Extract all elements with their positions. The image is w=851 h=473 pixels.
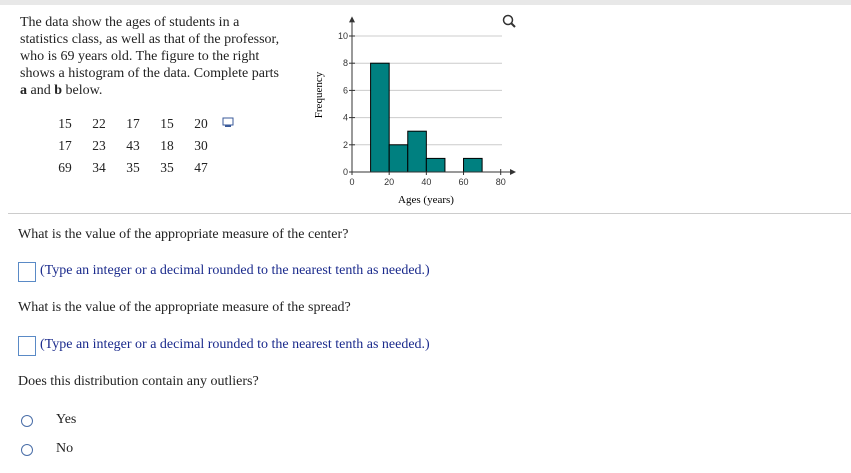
answer-input[interactable]	[18, 336, 36, 356]
bar	[388, 144, 409, 173]
histogram: Frequency Ages (years) 0 2 4 6 8 10 0 20 40 60 80	[313, 16, 516, 206]
x-tick-label: 80	[496, 177, 506, 187]
intro-bold: b	[54, 83, 63, 98]
bar	[370, 62, 390, 173]
copy-icon[interactable]	[222, 116, 236, 128]
x-tick-label: 20	[384, 177, 394, 187]
intro-text: below.	[62, 83, 103, 98]
radio-no[interactable]	[21, 444, 33, 456]
y-tick-label: 2	[343, 140, 348, 150]
table-cell: 17	[126, 116, 140, 131]
bar	[407, 130, 427, 173]
x-tick-label: 0	[349, 177, 354, 187]
table-row: 69 34 35 35 47	[48, 157, 218, 179]
table-cell: 15	[58, 116, 72, 131]
table-cell: 22	[92, 116, 106, 131]
table-cell: 30	[194, 138, 208, 153]
table-cell: 43	[126, 138, 140, 153]
table-row: 17 23 43 18 30	[48, 135, 218, 157]
table-cell: 69	[58, 160, 72, 175]
data-table: 15 22 17 15 20 17 23 43 18 30 69 34 35 35 47	[48, 113, 218, 179]
table-cell: 34	[92, 160, 106, 175]
zoom-icon[interactable]	[500, 13, 518, 29]
table-cell: 18	[160, 138, 174, 153]
table-cell: 20	[194, 116, 208, 131]
intro-text: The data show the ages of students in a …	[20, 15, 280, 81]
x-tick-label: 60	[459, 177, 469, 187]
question: What is the value of the appropriate mea…	[18, 300, 351, 315]
table-cell: 23	[92, 138, 106, 153]
y-tick-label: 10	[338, 31, 348, 41]
x-tick-label: 40	[421, 177, 431, 187]
question: What is the value of the appropriate mea…	[18, 227, 349, 242]
y-tick-label: 4	[343, 113, 348, 123]
table-cell: 35	[160, 160, 174, 175]
table-cell: 35	[126, 160, 140, 175]
x-axis-arrow	[510, 169, 516, 175]
radio-yes[interactable]	[21, 415, 33, 427]
table-cell: 15	[160, 116, 174, 131]
question: Does this distribution contain any outli…	[18, 374, 259, 389]
table-cell: 17	[58, 138, 72, 153]
intro-bold: a	[20, 83, 27, 98]
answer-input[interactable]	[18, 262, 36, 282]
top-bar	[0, 0, 851, 5]
intro-text: and	[27, 83, 55, 98]
bar	[463, 157, 483, 173]
y-axis-label: Frequency	[313, 71, 325, 118]
table-row: 15 22 17 15 20	[48, 113, 218, 135]
hint: (Type an integer or a decimal rounded to…	[40, 337, 430, 352]
bar	[425, 157, 446, 173]
problem-intro: The data show the ages of students in a …	[20, 14, 288, 99]
y-tick-label: 6	[343, 85, 348, 95]
y-axis-arrow	[349, 16, 355, 23]
table-cell: 47	[194, 160, 208, 175]
option-label[interactable]: No	[56, 441, 74, 456]
hint: (Type an integer or a decimal rounded to…	[40, 263, 430, 278]
divider	[8, 213, 851, 214]
option-label[interactable]: Yes	[56, 412, 77, 427]
y-tick-label: 8	[343, 58, 348, 68]
y-tick-label: 0	[343, 167, 348, 177]
x-axis-label: Ages (years)	[398, 194, 454, 206]
